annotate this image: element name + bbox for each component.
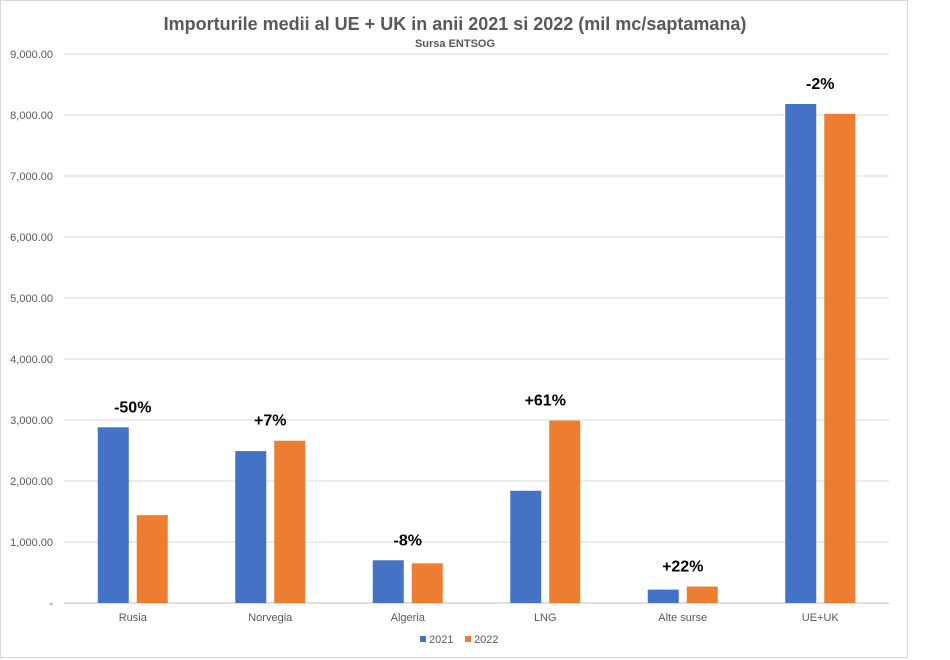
change-annotation: +22% [662,559,703,576]
bar-2022-norvegia [274,440,306,603]
change-annotation: +61% [525,393,566,410]
legend-swatch-2022 [465,636,471,642]
bar-2022-ue-uk [824,113,856,603]
y-tick-label: 3,000.00 [10,415,53,427]
bar-2021-norvegia [235,451,267,603]
bar-2022-rusia [136,515,168,603]
legend-swatch-2021 [420,636,426,642]
bar-2022-alte-surse [686,586,718,603]
y-tick-label: 8,000.00 [10,110,53,122]
bar-2021-algeria [372,560,404,603]
y-tick-label: 1,000.00 [10,537,53,549]
chart-frame: Importurile medii al UE + UK in anii 202… [0,0,908,658]
chart-subtitle: Sursa ENTSOG [415,38,495,50]
change-annotation: +7% [254,413,286,430]
bar-chart: Importurile medii al UE + UK in anii 202… [10,14,889,646]
bar-2022-algeria [411,563,443,603]
x-category-label: UE+UK [802,612,840,624]
x-category-label: Rusia [119,612,148,624]
y-tick-label: 7,000.00 [10,171,53,183]
y-tick-label: 5,000.00 [10,293,53,305]
legend-label-2021: 2021 [429,634,453,646]
y-tick-label: 4,000.00 [10,354,53,366]
bar-2022-lng [549,420,581,603]
x-category-label: Alte surse [658,612,707,624]
x-category-label: LNG [534,612,557,624]
bar-2021-ue-uk [785,104,817,604]
y-tick-label: 9,000.00 [10,49,53,61]
x-category-label: Norvegia [248,612,293,624]
y-tick-label: 2,000.00 [10,476,53,488]
bar-2021-rusia [97,427,129,603]
x-category-label: Algeria [391,612,426,624]
change-annotation: -8% [394,532,422,549]
y-tick-label: 6,000.00 [10,232,53,244]
change-annotation: -50% [114,399,151,416]
legend-label-2022: 2022 [474,634,498,646]
chart-title: Importurile medii al UE + UK in anii 202… [164,14,747,34]
bar-2021-alte-surse [647,589,679,603]
bar-2021-lng [510,490,542,603]
y-tick-label: - [49,598,53,610]
change-annotation: -2% [806,76,834,93]
